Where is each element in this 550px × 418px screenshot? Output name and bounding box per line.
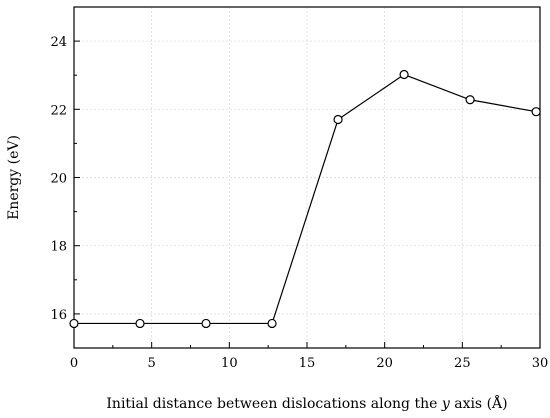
x-tick-label: 10 [221, 356, 238, 371]
data-point [135, 318, 145, 329]
x-tick-label: 20 [376, 356, 393, 371]
data-point [399, 69, 409, 80]
x-tick-label: 15 [299, 356, 316, 371]
data-point [465, 95, 475, 105]
x-axis-label-variable: y [441, 396, 451, 412]
grid [73, 7, 541, 348]
data-point [69, 318, 79, 329]
series-line [74, 73, 537, 325]
y-axis-label: Energy (eV) [6, 135, 22, 220]
axis-ticks [73, 6, 541, 349]
x-axis-label-part-1: Initial distance between dislocations al… [106, 396, 441, 412]
y-tick-labels: 16 18 20 22 24 [50, 35, 67, 323]
x-tick-label: 5 [148, 356, 156, 371]
data-point [267, 318, 277, 329]
x-axis-label-part-2: axis (Å) [450, 394, 508, 412]
x-tick-label: 30 [532, 356, 549, 371]
x-tick-label: 25 [454, 356, 471, 371]
y-tick-label: 18 [50, 240, 67, 255]
y-tick-label: 20 [50, 172, 67, 187]
x-tick-labels: 0 5 10 15 20 25 30 [70, 356, 548, 371]
data-point [333, 114, 343, 125]
x-axis-label: Initial distance between dislocations al… [106, 394, 507, 412]
y-tick-label: 16 [50, 308, 67, 323]
x-tick-label: 0 [70, 356, 78, 371]
y-tick-label: 22 [50, 103, 67, 118]
data-point [201, 318, 211, 329]
y-tick-label: 24 [50, 35, 67, 50]
data-points [69, 69, 541, 329]
data-point [531, 107, 541, 117]
